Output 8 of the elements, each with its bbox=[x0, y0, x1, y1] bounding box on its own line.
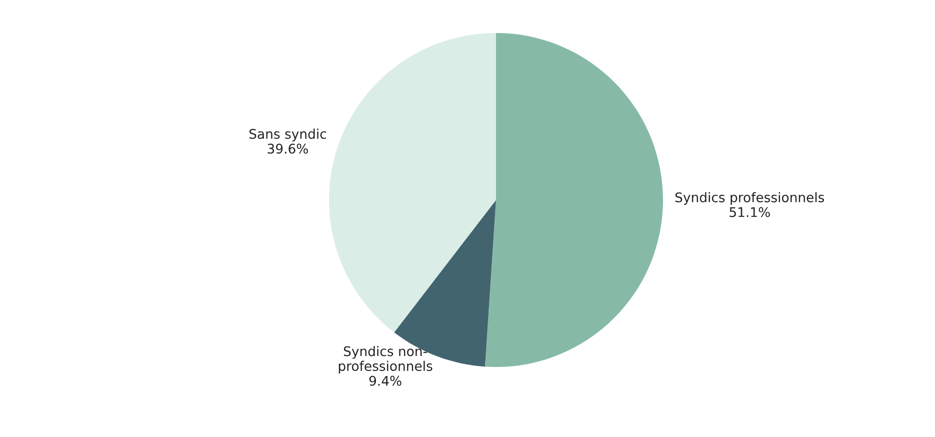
data-label: 51.1% bbox=[730, 207, 770, 218]
pie-slice bbox=[329, 33, 496, 332]
data-label: 39.6% bbox=[268, 144, 308, 154]
pie-slice bbox=[485, 33, 663, 367]
slice-label: Sans syndic bbox=[249, 128, 326, 142]
data-label: 9.4% bbox=[369, 376, 402, 386]
slice-label: Syndics professionnels bbox=[675, 192, 824, 205]
slice-label: Syndics non- professionnels bbox=[338, 346, 432, 374]
